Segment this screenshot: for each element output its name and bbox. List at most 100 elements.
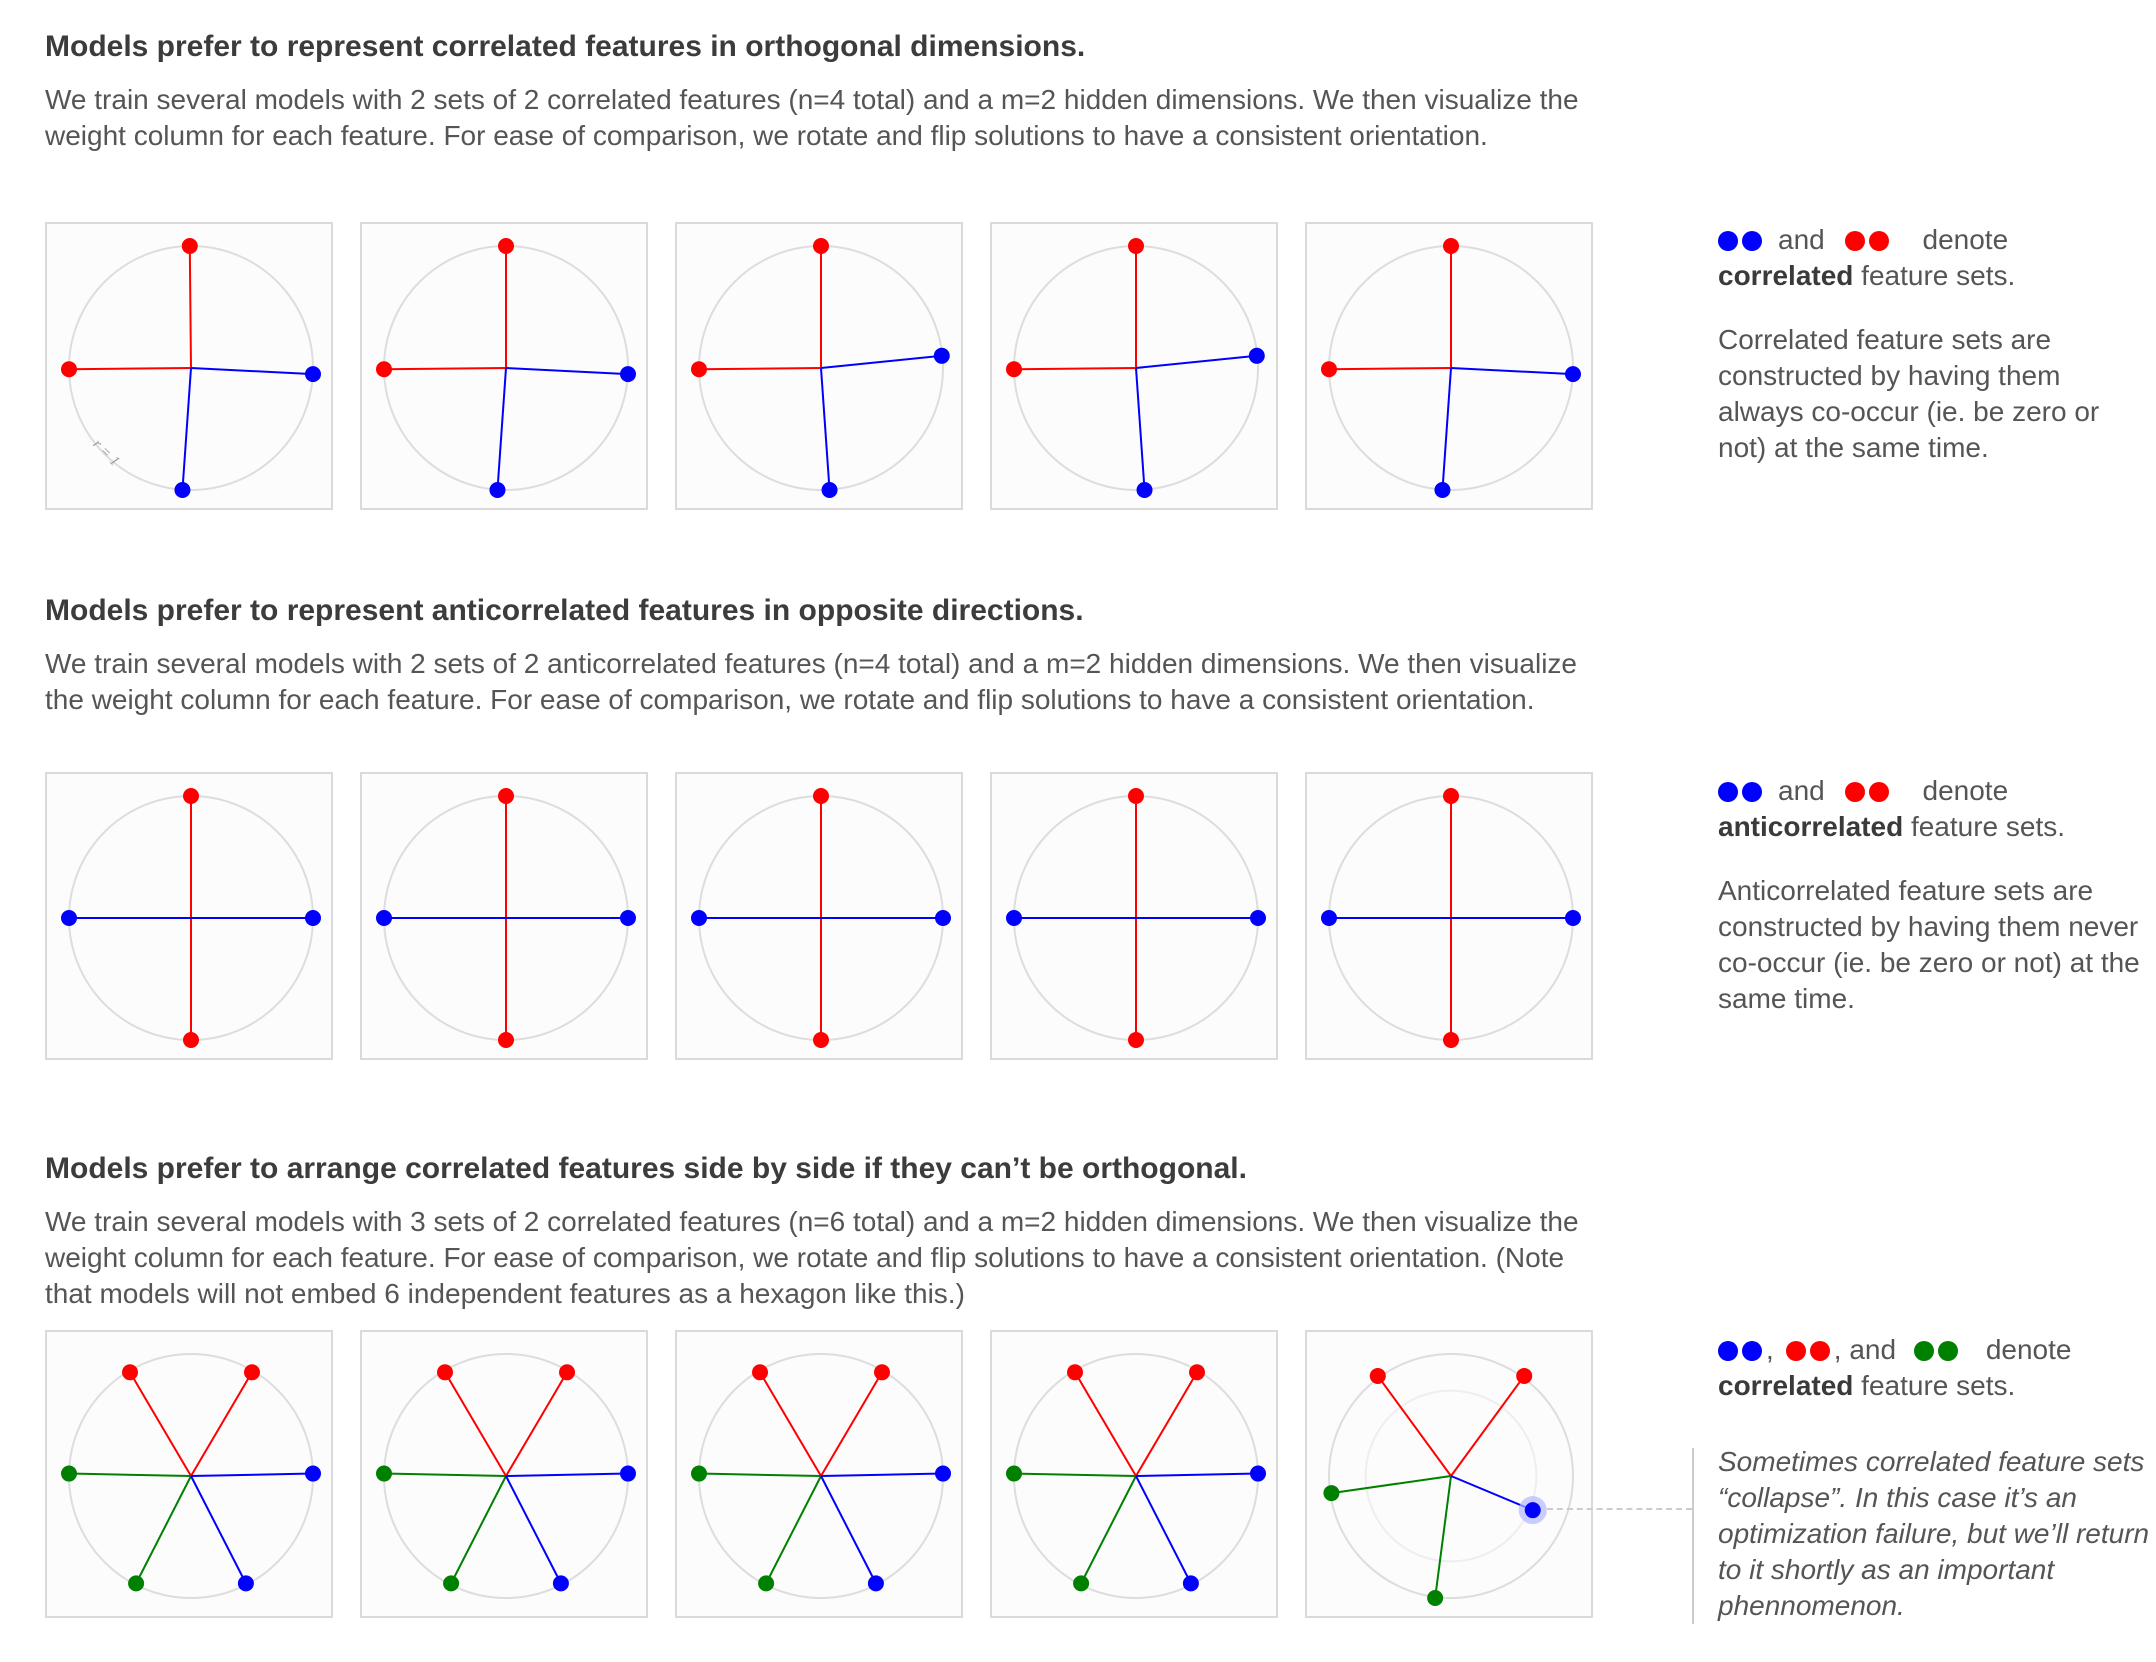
green-feature-point bbox=[443, 1575, 460, 1592]
weight-plot-panel bbox=[1305, 1330, 1593, 1618]
blue-feature-point bbox=[61, 910, 77, 926]
green-weight-line bbox=[383, 1472, 507, 1477]
red-feature-point bbox=[183, 1032, 199, 1048]
red-feature-point bbox=[559, 1364, 575, 1381]
red-weight-line bbox=[188, 245, 192, 369]
blue-weight-line bbox=[1135, 1475, 1192, 1584]
blue-weight-line bbox=[190, 1472, 314, 1477]
green-feature-point bbox=[128, 1575, 145, 1592]
green-feature-point bbox=[1323, 1485, 1340, 1502]
blue-feature-point bbox=[1321, 910, 1337, 926]
green-weight-line bbox=[68, 1472, 192, 1477]
blue-weight-line bbox=[1450, 367, 1574, 376]
weight-plot bbox=[691, 788, 951, 1048]
red-set-swatch bbox=[1785, 1334, 1834, 1365]
red-weight-line bbox=[1328, 367, 1452, 371]
inner-circle bbox=[1364, 1389, 1538, 1563]
weight-plot-panel bbox=[360, 222, 648, 510]
blue-weight-line bbox=[505, 1472, 629, 1477]
legend-note: and denote correlated feature sets. Corr… bbox=[1718, 222, 2148, 494]
green-weight-line bbox=[1434, 1475, 1452, 1599]
red-feature-point bbox=[1189, 1364, 1205, 1381]
weight-plot-panel bbox=[990, 1330, 1278, 1618]
blue-feature-point bbox=[691, 910, 707, 926]
red-feature-point bbox=[1443, 238, 1459, 254]
blue-feature-point bbox=[305, 910, 321, 926]
weight-plot-panel bbox=[1305, 772, 1593, 1060]
blue-feature-point bbox=[1524, 1502, 1541, 1519]
blue-feature-point bbox=[237, 1575, 254, 1592]
blue-weight-line bbox=[496, 367, 507, 491]
red-weight-line bbox=[68, 367, 192, 371]
blue-weight-line bbox=[190, 367, 314, 376]
legend-sep: , and bbox=[1833, 1334, 1897, 1365]
weight-plot-panel bbox=[675, 1330, 963, 1618]
green-weight-line bbox=[1080, 1475, 1137, 1584]
red-feature-point bbox=[1321, 361, 1337, 378]
weight-plot bbox=[1321, 238, 1581, 498]
blue-feature-point bbox=[305, 1465, 321, 1482]
red-weight-line bbox=[383, 367, 507, 371]
blue-feature-point bbox=[867, 1575, 884, 1592]
weight-plot-panel bbox=[1305, 222, 1593, 510]
legend-rest: feature sets. bbox=[1853, 260, 2016, 291]
blue-set-swatch bbox=[1718, 775, 1766, 806]
weight-plot-panel bbox=[990, 772, 1278, 1060]
red-weight-line bbox=[759, 1371, 822, 1477]
section-description: We train several models with 2 sets of 2… bbox=[45, 648, 1578, 715]
blue-feature-point bbox=[933, 347, 950, 364]
red-feature-point bbox=[1067, 1364, 1083, 1381]
blue-set-swatch bbox=[1718, 1334, 1766, 1365]
legend-sep: and bbox=[1778, 775, 1825, 806]
weight-plot-panel bbox=[675, 222, 963, 510]
green-feature-point bbox=[1427, 1590, 1444, 1606]
blue-weight-line bbox=[1450, 1475, 1534, 1512]
weight-plot-panel bbox=[360, 1330, 648, 1618]
green-set-swatch bbox=[1913, 1334, 1962, 1365]
red-set-swatch bbox=[1844, 224, 1893, 255]
red-feature-point bbox=[1128, 1032, 1144, 1048]
red-weight-line bbox=[820, 1371, 883, 1477]
red-feature-point bbox=[498, 788, 514, 804]
red-feature-point bbox=[1516, 1367, 1533, 1384]
green-feature-point bbox=[758, 1575, 775, 1592]
weight-plot: r = 1 bbox=[61, 238, 321, 498]
red-weight-line bbox=[505, 1371, 568, 1477]
green-feature-point bbox=[691, 1465, 707, 1482]
weight-plot bbox=[376, 788, 636, 1048]
legend-paragraph: Anticorrelated feature sets are construc… bbox=[1718, 875, 2140, 1014]
legend-note: and denote anticorrelated feature sets. … bbox=[1718, 773, 2148, 1045]
green-weight-line bbox=[1331, 1475, 1452, 1495]
weight-plot bbox=[61, 788, 321, 1048]
legend-rest: feature sets. bbox=[1853, 1370, 2016, 1401]
green-weight-line bbox=[1013, 1472, 1137, 1477]
green-feature-point bbox=[1006, 1465, 1022, 1482]
weight-plot bbox=[691, 238, 950, 498]
weight-plot-panel bbox=[360, 772, 648, 1060]
blue-weight-line bbox=[820, 1475, 877, 1584]
weight-plot bbox=[691, 1353, 951, 1599]
red-set-swatch bbox=[1844, 775, 1893, 806]
blue-feature-point bbox=[489, 482, 506, 498]
weight-plot-panel bbox=[990, 222, 1278, 510]
red-feature-point bbox=[1443, 788, 1459, 804]
red-weight-line bbox=[190, 1371, 253, 1477]
blue-feature-point bbox=[620, 1465, 636, 1482]
blue-feature-point bbox=[1136, 482, 1153, 498]
blue-weight-line bbox=[505, 367, 629, 376]
weight-plot-panel bbox=[45, 1330, 333, 1618]
red-feature-point bbox=[183, 788, 199, 804]
blue-feature-point bbox=[1006, 910, 1022, 926]
blue-weight-line bbox=[1135, 354, 1257, 369]
weight-plot-panel bbox=[675, 772, 963, 1060]
red-feature-point bbox=[376, 361, 392, 378]
callout-dash bbox=[1546, 1508, 1692, 1511]
blue-set-swatch bbox=[1718, 224, 1766, 255]
red-feature-point bbox=[1128, 788, 1144, 804]
weight-plot bbox=[376, 238, 636, 498]
weight-plot bbox=[1323, 1353, 1574, 1606]
green-weight-line bbox=[698, 1472, 822, 1477]
red-weight-line bbox=[698, 367, 822, 371]
weight-plot-panel: r = 1 bbox=[45, 222, 333, 510]
red-feature-point bbox=[498, 1032, 514, 1048]
